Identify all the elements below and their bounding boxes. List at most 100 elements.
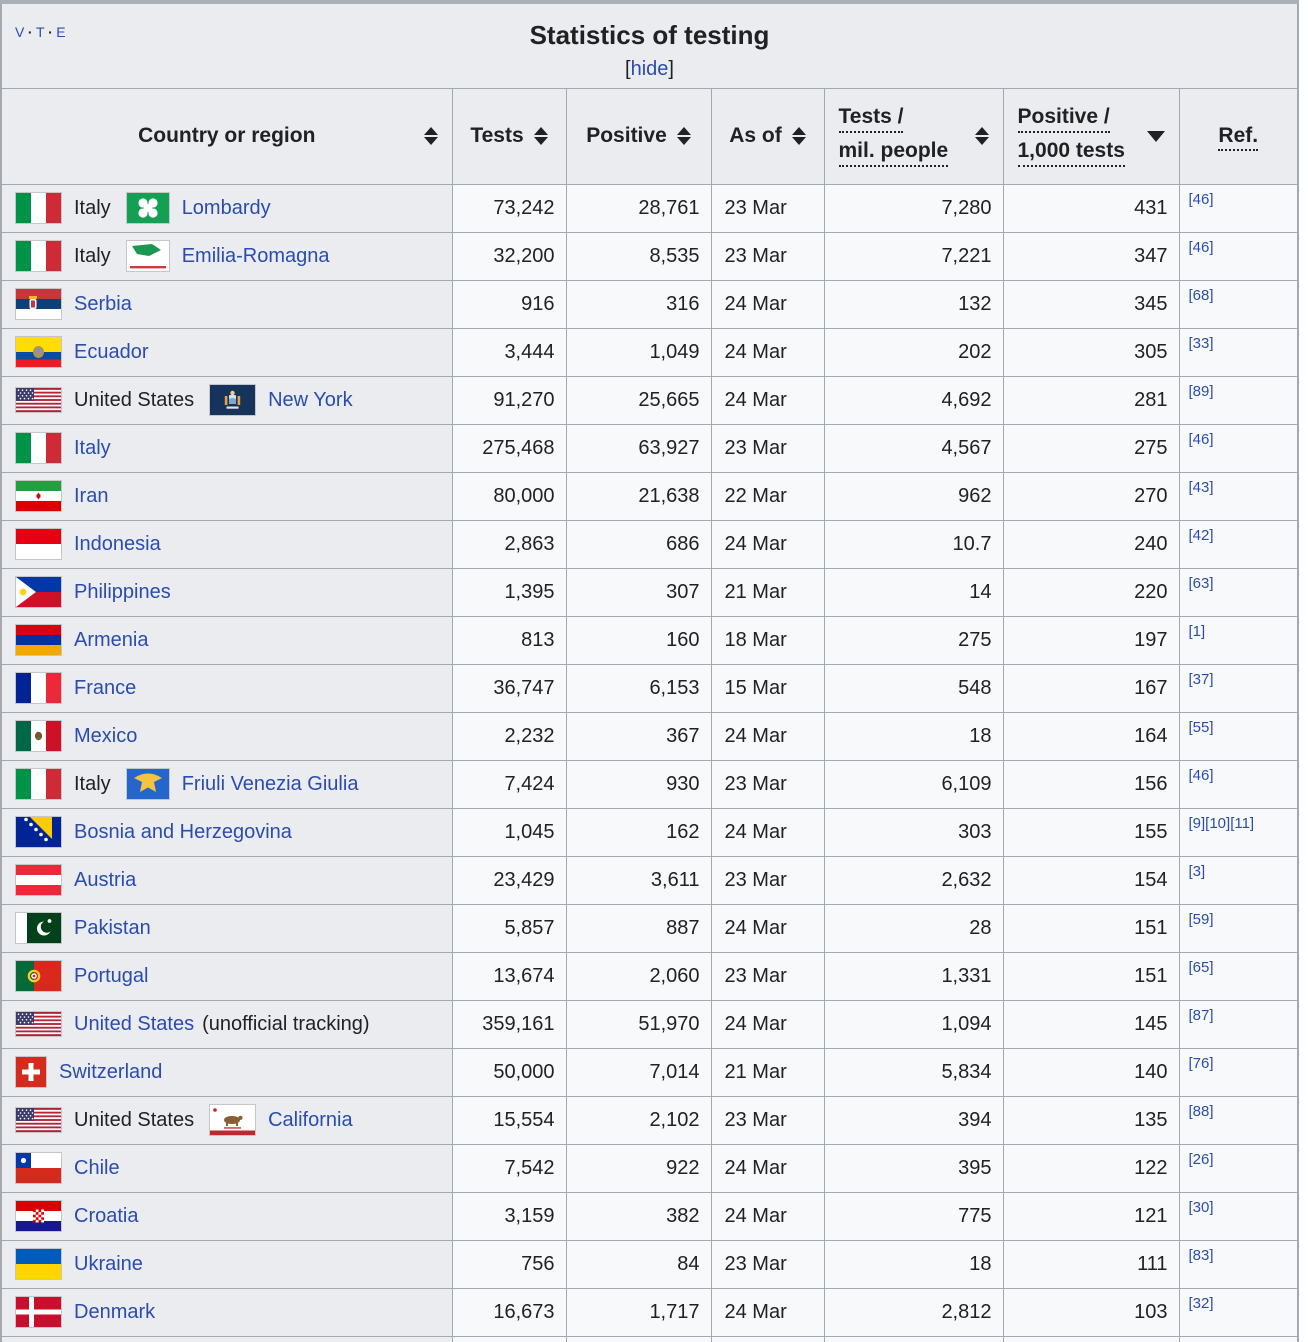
col-header-tests-per-mil[interactable]: Tests / mil. people <box>823 87 1004 185</box>
reference-link[interactable]: [59] <box>1188 910 1214 928</box>
country-link[interactable]: Croatia <box>74 1204 139 1227</box>
country-link[interactable]: Philippines <box>74 580 171 603</box>
positive-per-1000-cell: 345 <box>1002 279 1180 329</box>
reference-link[interactable]: [76] <box>1188 1054 1214 1072</box>
tests-cell: 7,424 <box>451 759 567 809</box>
country-link[interactable]: Switzerland <box>59 1060 163 1083</box>
country-link[interactable]: France <box>74 676 137 699</box>
country-link[interactable]: Mexico <box>74 724 138 747</box>
vte-separator: · <box>48 24 54 40</box>
reference-link[interactable]: [46] <box>1188 766 1214 784</box>
portugal-flag-icon <box>15 960 62 992</box>
ref-cell: [46] <box>1178 231 1299 281</box>
chile-flag-icon <box>15 1152 62 1184</box>
sort-both-icon <box>533 127 548 145</box>
tests-cell: 23,429 <box>451 855 567 905</box>
tests-cell: 275,468 <box>451 423 567 473</box>
country-cell: France <box>0 663 453 713</box>
country-link[interactable]: Pakistan <box>74 916 151 939</box>
tests-per-mil-cell: 14 <box>823 567 1004 617</box>
positive-cell: 7,014 <box>565 1047 712 1097</box>
as-of-cell: 24 Mar <box>710 711 825 761</box>
as-of-cell: 24 Mar <box>710 375 825 425</box>
reference-link[interactable]: [33] <box>1188 334 1214 352</box>
country-cell: Pakistan <box>0 903 453 953</box>
positive-per-1000-cell: 197 <box>1002 615 1180 665</box>
positive-cell: 162 <box>565 807 712 857</box>
edit-link[interactable]: E <box>56 24 67 40</box>
country-cell: Serbia <box>0 279 453 329</box>
tests-per-mil-cell: 394 <box>823 1095 1004 1145</box>
tests-cell: 13,674 <box>451 951 567 1001</box>
country-link[interactable]: United States <box>74 1012 195 1035</box>
positive-cell: 3,611 <box>565 855 712 905</box>
bosnia-flag-icon <box>15 816 62 848</box>
reference-link[interactable]: [9][10][11] <box>1188 814 1255 832</box>
country-link[interactable]: Indonesia <box>74 532 161 555</box>
ref-cell: [30] <box>1178 1191 1299 1241</box>
country-link[interactable]: Portugal <box>74 964 149 987</box>
reference-link[interactable]: [46] <box>1188 190 1214 208</box>
reference-link[interactable]: [65] <box>1188 958 1214 976</box>
reference-link[interactable]: [55] <box>1188 718 1214 736</box>
tests-cell: 91,270 <box>451 375 567 425</box>
reference-link[interactable]: [37] <box>1188 670 1214 688</box>
positive-per-1000-cell: 220 <box>1002 567 1180 617</box>
reference-link[interactable]: [32] <box>1188 1294 1214 1312</box>
table-row: Armenia 813 160 18 Mar 275 197 [1] <box>0 615 1299 665</box>
table-row: Mexico 2,232 367 24 Mar 18 164 [55] <box>0 711 1299 761</box>
reference-link[interactable]: [42] <box>1188 526 1214 544</box>
country-link[interactable]: Ukraine <box>74 1252 143 1275</box>
col-header-positive-per-1000[interactable]: Positive / 1,000 tests <box>1002 87 1180 185</box>
reference-link[interactable]: [88] <box>1188 1102 1214 1120</box>
reference-link[interactable]: [43] <box>1188 478 1214 496</box>
country-link[interactable]: Austria <box>74 868 137 891</box>
table-title: Statistics of testing <box>529 20 770 50</box>
as-of-cell: 21 Mar <box>710 567 825 617</box>
reference-link[interactable]: [63] <box>1188 574 1214 592</box>
country-link[interactable]: Denmark <box>74 1300 156 1323</box>
reference-link[interactable]: [83] <box>1188 1246 1214 1264</box>
ref-cell: [87] <box>1178 999 1299 1049</box>
sort-descending-icon <box>1146 130 1165 142</box>
country-link[interactable]: Italy <box>74 436 111 459</box>
reference-link[interactable]: [46] <box>1188 430 1214 448</box>
reference-link[interactable]: [68] <box>1188 286 1214 304</box>
region-link[interactable]: New York <box>268 388 353 411</box>
col-header-as-of[interactable]: As of <box>710 87 825 185</box>
region-link[interactable]: Emilia-Romagna <box>181 244 330 267</box>
emilia-romagna-flag-icon <box>125 240 170 272</box>
armenia-flag-icon <box>15 624 62 656</box>
reference-link[interactable]: [30] <box>1188 1198 1214 1216</box>
reference-link[interactable]: [1] <box>1188 622 1206 640</box>
reference-link[interactable]: [26] <box>1188 1150 1214 1168</box>
region-link[interactable]: Lombardy <box>181 196 271 219</box>
country-link[interactable]: Chile <box>74 1156 120 1179</box>
region-link[interactable]: Friuli Venezia Giulia <box>181 772 359 795</box>
country-link[interactable]: Ecuador <box>74 340 149 363</box>
reference-link[interactable]: [3] <box>1188 862 1206 880</box>
talk-link[interactable]: T <box>36 24 46 40</box>
view-link[interactable]: V <box>15 24 25 40</box>
reference-link[interactable]: [46] <box>1188 238 1214 256</box>
col-header-tests[interactable]: Tests <box>451 87 567 185</box>
reference-link[interactable]: [87] <box>1188 1006 1214 1024</box>
tests-per-mil-cell: 962 <box>823 471 1004 521</box>
hide-link[interactable]: hide <box>630 58 669 80</box>
country-link[interactable]: Bosnia and Herzegovina <box>74 820 292 843</box>
as-of-cell: 24 Mar <box>710 327 825 377</box>
tests-per-mil-cell: 1,094 <box>823 999 1004 1049</box>
col-header-positive[interactable]: Positive <box>565 87 712 185</box>
country-link[interactable]: Iran <box>74 484 109 507</box>
col-header-country[interactable]: Country or region <box>0 87 453 185</box>
ref-cell: [43] <box>1178 471 1299 521</box>
us-flag-icon <box>15 1011 62 1037</box>
col-header-ref[interactable]: Ref. <box>1178 87 1299 185</box>
country-link[interactable]: Armenia <box>74 628 149 651</box>
region-link[interactable]: California <box>268 1108 353 1131</box>
country-link[interactable]: Serbia <box>74 292 132 315</box>
positive-per-1000-cell: 347 <box>1002 231 1180 281</box>
positive-per-1000-cell: 431 <box>1002 183 1180 233</box>
reference-link[interactable]: [89] <box>1188 382 1214 400</box>
country-cell: Italy Friuli Venezia Giulia <box>0 759 453 809</box>
